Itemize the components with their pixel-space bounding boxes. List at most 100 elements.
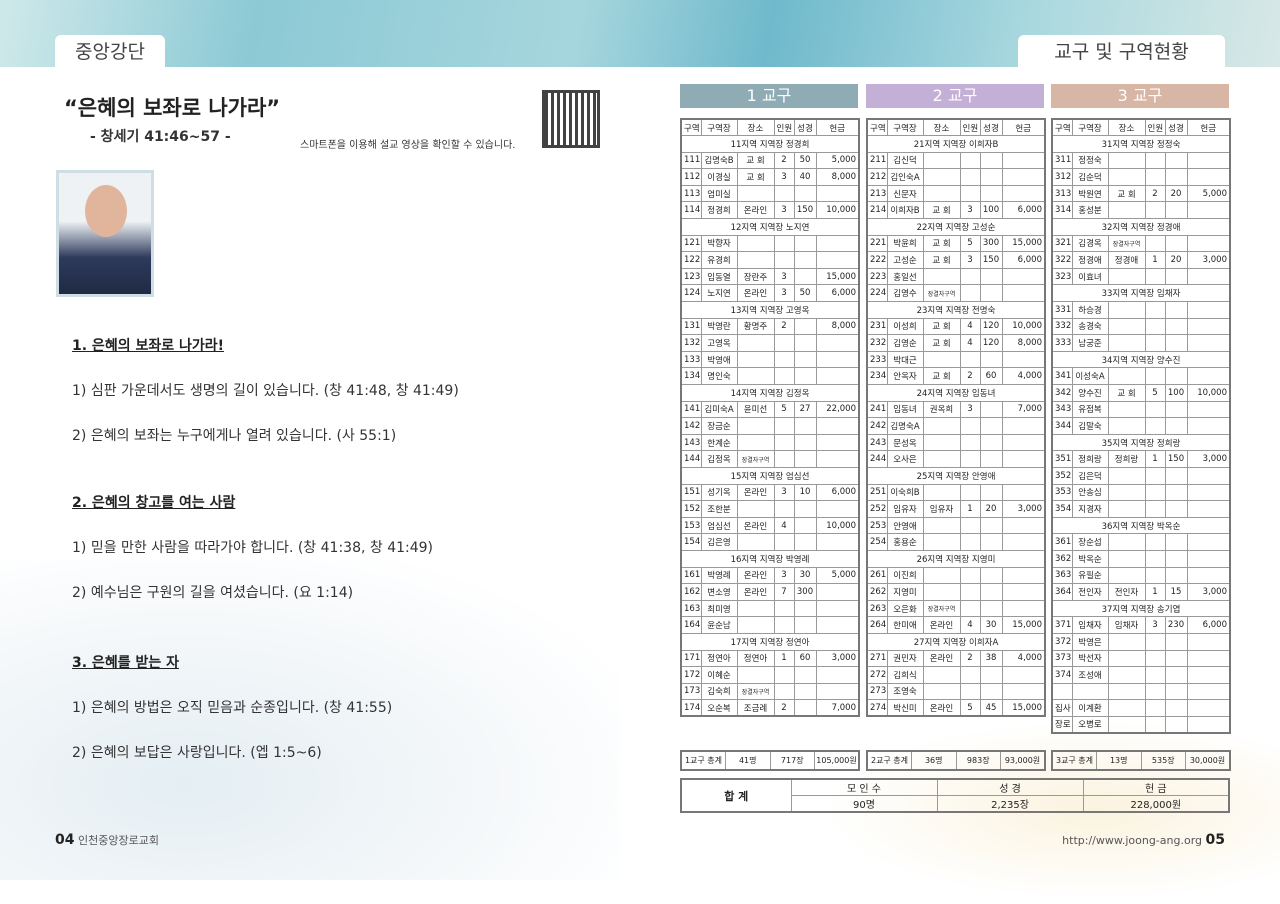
table-row: 134 명인숙 [680,367,860,385]
cell-place [922,417,961,435]
cell-count [773,500,795,518]
cell-district: 314 [1051,201,1073,220]
outline-item: 1) 심판 가운데서도 생명의 길이 있습니다. (창 41:48, 창 41:… [72,383,459,399]
cell-bible [979,267,1003,286]
cell-bible: 150 [793,201,817,220]
column-header: 장소 [736,118,775,137]
table-row: 111 김명숙B 교 회 2 50 5,000 [680,151,860,170]
cell-leader: 안영애 [886,516,924,535]
cell-offering [1186,417,1231,435]
cell-leader: 박옥순 [1071,549,1109,568]
cell-place [736,334,775,352]
cell-leader: 장순섭 [1071,533,1109,551]
cell-place: 교 회 [922,201,961,220]
cell-district: 312 [1051,168,1073,186]
group-row: 36지역 지역장 박옥순 [1051,516,1231,535]
cell-place [736,251,775,269]
qr-code-icon[interactable] [542,90,600,148]
cell-count: 2 [1144,184,1166,203]
table-row: 343 유점복 [1051,400,1231,419]
table-row: 133 박영애 [680,350,860,369]
cell-bible [979,350,1003,369]
cell-offering [815,251,860,269]
cell-offering: 8,000 [815,168,860,186]
cell-count [1144,466,1166,485]
cell-offering: 8,000 [815,317,860,336]
cell-place: 교 회 [922,317,961,336]
cell-count: 3 [773,566,795,585]
table-row: 113 엄미실 [680,184,860,203]
cell-count: 2 [773,317,795,336]
cell-leader: 김영수 [886,284,924,303]
cell-leader: 엄미실 [700,184,738,203]
cell-offering [1186,234,1231,253]
cell-count [773,417,795,435]
cell-count: 4 [959,616,981,634]
cell-district: 153 [680,516,702,535]
cell-offering [1001,516,1046,535]
table-row: 213 신문자 [866,184,1046,203]
cell-offering: 10,000 [815,201,860,220]
table-row: 114 정경희 온라인 3 150 10,000 [680,201,860,220]
cell-bible [1164,334,1188,352]
group-row: 32지역 지역장 정경애 [1051,218,1231,236]
cell-bible: 30 [979,616,1003,634]
cell-offering [815,500,860,518]
total-bible: 535장 [1140,750,1186,771]
cell-place: 온라인 [922,699,961,717]
table-row: 313 박원연 교 회 2 20 5,000 [1051,184,1231,203]
group-label: 24지역 지역장 임동녀 [866,384,1046,402]
cell-count [1144,234,1166,253]
cell-count [1144,317,1166,336]
cell-offering: 15,000 [815,267,860,286]
cell-leader: 하승경 [1071,301,1109,319]
group-row: 11지역 지역장 정경희 [680,135,860,153]
cell-leader: 박신미 [886,699,924,717]
table-row: 162 변소영 온라인 7 300 [680,583,860,601]
cell-count [1144,566,1166,585]
table-row: 331 하승경 [1051,301,1231,319]
cell-district: 221 [866,234,888,253]
grand-value: 228,000원 [1082,795,1230,813]
cell-leader: 최미영 [700,599,738,618]
cell-bible [793,616,817,634]
qr-note: 스마트폰을 이용해 설교 영상을 확인할 수 있습니다. [300,140,516,151]
table-row: 212 김인숙A [866,168,1046,186]
cell-place [1107,466,1146,485]
cell-offering: 6,000 [815,284,860,303]
cell-leader: 성기옥 [700,483,738,502]
cell-offering: 3,000 [1186,450,1231,468]
table-row: 172 이혜순 [680,666,860,684]
table-row: 232 김영순 교 회 4 120 8,000 [866,334,1046,352]
cell-place: 장결자구역 [922,599,961,618]
cell-count [959,483,981,502]
cell-count: 2 [773,699,795,717]
cell-count: 1 [1144,251,1166,269]
total-label: 3교구 총계 [1051,750,1097,771]
cell-place [922,151,961,170]
cell-place: 교 회 [922,251,961,269]
cell-bible: 300 [979,234,1003,253]
cell-district: 361 [1051,533,1073,551]
cell-offering: 6,000 [1001,201,1046,220]
church-url[interactable]: http://www.joong-ang.org [1062,834,1203,847]
cell-count: 4 [773,516,795,535]
sermon-title: “은혜의 보좌로 나가라” [64,96,281,120]
cell-place [922,433,961,452]
cell-bible: 150 [1164,450,1188,468]
table-row: 371 임채자 임채자 3 230 6,000 [1051,616,1231,634]
column-header: 성경 [979,118,1003,137]
cell-place: 윤미선 [736,400,775,419]
cell-offering [815,184,860,203]
table-row: 211 김신덕 [866,151,1046,170]
outline-heading: 1. 은혜의 보좌로 나가라! [72,338,224,354]
cell [1144,682,1166,701]
cell-bible [979,417,1003,435]
cell-offering: 22,000 [815,400,860,419]
cell-bible: 100 [1164,384,1188,402]
cell-count [959,533,981,551]
cell-offering [1186,666,1231,684]
cell-place [1107,566,1146,585]
cell-place [1107,483,1146,502]
table-row: 122 유경희 [680,251,860,269]
